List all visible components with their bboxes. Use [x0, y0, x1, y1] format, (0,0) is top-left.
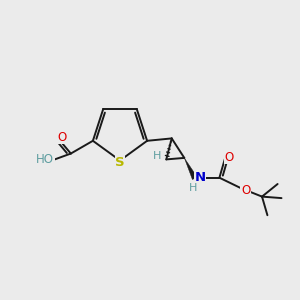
Text: S: S — [115, 155, 125, 169]
Text: N: N — [195, 171, 206, 184]
Text: H: H — [189, 183, 197, 193]
Text: O: O — [224, 151, 234, 164]
Text: O: O — [241, 184, 250, 197]
Text: O: O — [57, 130, 67, 144]
Text: HO: HO — [36, 152, 54, 166]
Polygon shape — [184, 158, 197, 179]
Text: H: H — [152, 152, 161, 161]
